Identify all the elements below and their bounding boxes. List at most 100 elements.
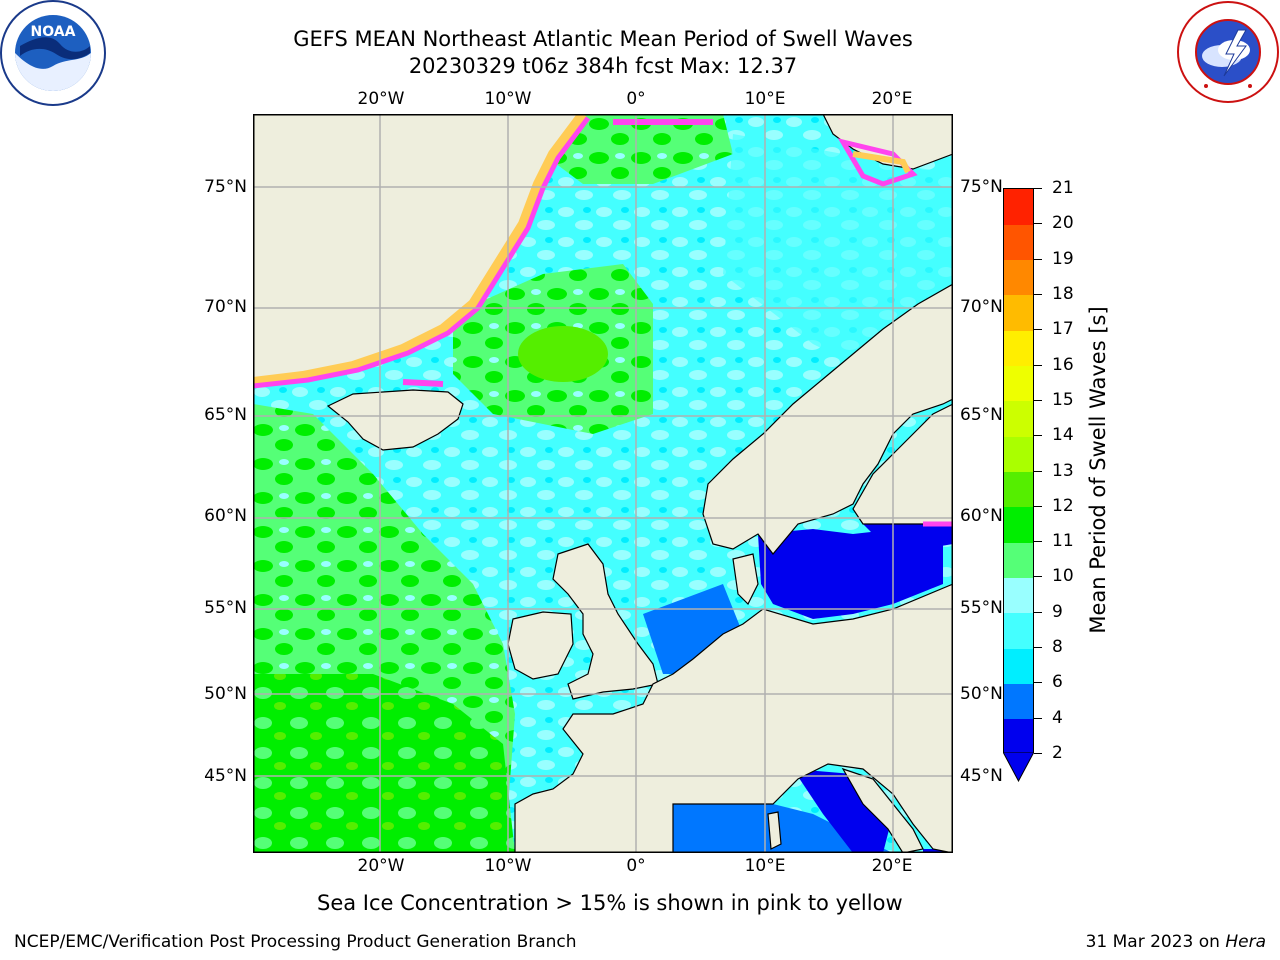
lon-label-bottom: 20°W [357, 856, 405, 876]
colorbar-segment [1004, 506, 1033, 543]
corsica-sardinia [767, 811, 782, 850]
great-britain [552, 543, 659, 700]
graticule [253, 114, 953, 853]
swell-darkgreen-region [253, 674, 515, 853]
colorbar-tick-mark [1034, 753, 1042, 754]
sea-ice-note-text: Sea Ice Concentration > 15% is shown in … [317, 891, 903, 915]
colorbar-segment [1004, 718, 1033, 755]
lon-label-top: 20°W [357, 89, 405, 109]
colorbar-tick-mark [1034, 329, 1042, 331]
colorbar-tick-label: 21 [1052, 178, 1074, 198]
italy [841, 767, 924, 853]
lat-label-right: 60°N [960, 506, 1003, 526]
continental-europe [514, 583, 953, 853]
lon-label-top: 10°E [744, 89, 786, 109]
colorbar-tick-label: 19 [1052, 248, 1074, 269]
lat-label-right: 50°N [960, 684, 1003, 704]
colorbar-tick-mark [1034, 258, 1042, 260]
lon-label-top: 20°E [871, 89, 913, 109]
colorbar-tick-label: 14 [1052, 425, 1074, 446]
colorbar-segment [1004, 400, 1033, 437]
lat-label-left: 50°N [204, 684, 247, 704]
colorbar-tick-mark [1034, 505, 1042, 507]
ireland [507, 611, 574, 680]
colorbar-segment [1004, 542, 1033, 578]
colorbar-segment [1004, 436, 1033, 472]
colorbar-segment [1004, 612, 1033, 649]
colorbar-segment [1004, 648, 1033, 684]
lat-label-right: 65°N [960, 405, 1003, 425]
swell-period-map [253, 114, 953, 853]
colorbar-tick-label: 18 [1052, 283, 1074, 304]
colorbar-tick-label: 16 [1052, 354, 1074, 375]
lat-label-left: 60°N [204, 506, 247, 526]
colorbar-title: Mean Period of Swell Waves [s] [1086, 306, 1110, 634]
iceland [326, 389, 464, 451]
colorbar-tick-label: 10 [1052, 566, 1074, 587]
colorbar-tick-mark [1034, 223, 1042, 225]
swell-north-region [543, 114, 733, 184]
colorbar [1003, 188, 1034, 755]
land-masses [253, 114, 953, 853]
footer-date-text: 31 Mar 2023 on [1085, 932, 1226, 952]
colorbar-segment [1004, 365, 1033, 402]
footer-date: 31 Mar 2023 on Hera [1086, 932, 1266, 952]
colorbar-tick-mark [1034, 188, 1042, 189]
colorbar-tick-label: 20 [1052, 213, 1074, 234]
lon-label-bottom: 0° [626, 856, 646, 876]
colorbar-tick-mark [1034, 293, 1042, 295]
colorbar-tick-label: 8 [1052, 637, 1063, 658]
colorbar-tick-label: 13 [1052, 460, 1074, 481]
denmark [732, 553, 759, 606]
colorbar-segment [1004, 224, 1033, 261]
lat-label-left: 75°N [204, 177, 247, 197]
colorbar-tick-mark [1034, 364, 1042, 366]
lat-label-left: 55°N [204, 598, 247, 618]
lat-label-right: 45°N [960, 766, 1003, 786]
colorbar-tick-mark [1034, 682, 1042, 684]
colorbar-tick-label: 12 [1052, 495, 1074, 516]
lon-label-bottom: 10°W [484, 856, 532, 876]
lon-label-bottom: 20°E [871, 856, 913, 876]
lat-label-left: 70°N [204, 297, 247, 317]
colorbar-tick-mark [1034, 576, 1042, 578]
colorbar-tick-label: 17 [1052, 319, 1074, 340]
chart-title-line2: 20230329 t06z 384h fcst Max: 12.37 [408, 54, 798, 78]
noaa-logo-icon: NOAA [0, 0, 106, 106]
colorbar-tick-mark [1034, 541, 1042, 543]
colorbar-segment [1004, 294, 1033, 331]
lat-label-right: 55°N [960, 598, 1003, 618]
colorbar-segment [1004, 189, 1033, 225]
colorbar-extend-arrow [1003, 752, 1034, 782]
map-svg [253, 114, 953, 853]
colorbar-segment [1004, 471, 1033, 508]
noaa-text: NOAA [31, 24, 76, 40]
colorbar-tick-label: 11 [1052, 531, 1074, 552]
lat-label-left: 45°N [204, 766, 247, 786]
lat-label-right: 75°N [960, 177, 1003, 197]
nws-logo-icon [1177, 1, 1279, 103]
lat-label-right: 70°N [960, 297, 1003, 317]
mediterranean-blue [673, 804, 893, 853]
lon-label-top: 0° [626, 89, 646, 109]
colorbar-tick-label: 15 [1052, 389, 1074, 410]
colorbar-tick-label: 9 [1052, 601, 1063, 622]
colorbar-segment [1004, 259, 1033, 296]
colorbar-tick-mark [1034, 470, 1042, 472]
svalbard [822, 114, 953, 170]
colorbar-tick-label: 4 [1052, 707, 1063, 728]
colorbar-tick-label: 2 [1052, 743, 1063, 763]
swell-peak-region [518, 326, 608, 382]
colorbar-tick-mark [1034, 611, 1042, 613]
lon-label-bottom: 10°E [744, 856, 786, 876]
colorbar-tick-mark [1034, 647, 1042, 649]
colorbar-segment [1004, 577, 1033, 614]
colorbar-tick-label: 6 [1052, 672, 1063, 693]
lon-label-top: 10°W [484, 89, 532, 109]
colorbar-tick-mark [1034, 399, 1042, 401]
colorbar-segment [1004, 683, 1033, 720]
colorbar-tick-mark [1034, 435, 1042, 437]
colorbar-tick-mark [1034, 717, 1042, 719]
footer-credit: NCEP/EMC/Verification Post Processing Pr… [14, 932, 577, 952]
colorbar-segment [1004, 330, 1033, 367]
